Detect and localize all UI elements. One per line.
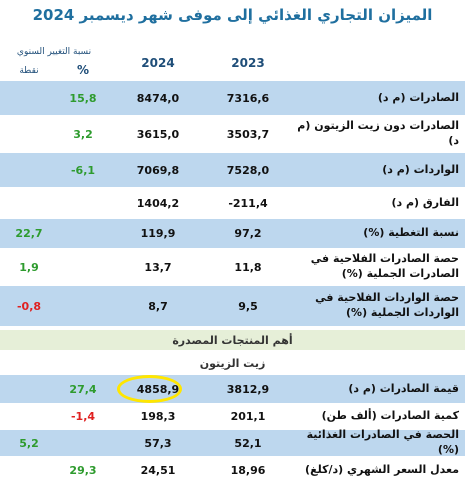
value-2023-cell: 201,1 bbox=[208, 405, 288, 428]
label-header bbox=[288, 45, 465, 81]
table-row: 29,3 24,51 18,96 معدل السعر الشهري (د/كلغ) bbox=[0, 458, 465, 482]
value-2024-cell: 57,3 bbox=[108, 430, 208, 456]
page-title: الميزان التجاري الغذائي إلى موفى شهر ديس… bbox=[32, 6, 433, 24]
value-2023-cell: 97,2 bbox=[208, 219, 288, 248]
change-header-cell bbox=[0, 45, 58, 81]
pct-change-cell: -6,1 bbox=[58, 153, 108, 187]
row-label: حصة الواردات الفلاحية في الواردات الجملي… bbox=[288, 286, 465, 326]
table-row: 3,2 3615,0 3503,7 الصادرات دون زيت الزيتون … bbox=[0, 117, 465, 151]
section-title: أهم المنتجات المصدرة bbox=[0, 330, 465, 350]
table-row: 5,2 57,3 52,1 الحصة في الصادرات الغذائية (%… bbox=[0, 428, 465, 456]
year-2024-header: 2024 bbox=[108, 45, 208, 81]
value-2024-cell: 8,7 bbox=[108, 286, 208, 326]
table-row: 15,8 8474,0 7316,6 الصادرات (م د) bbox=[0, 81, 465, 115]
value-2024-cell: 8474,0 bbox=[108, 81, 208, 115]
value-2023-cell: 9,5 bbox=[208, 286, 288, 326]
pct-change-cell bbox=[58, 430, 108, 456]
table-row: 27,4 4858,9 3812,9 قيمة الصادرات (م د) bbox=[0, 375, 465, 403]
row-label: الصادرات دون زيت الزيتون (م د) bbox=[288, 117, 465, 151]
row-label: الفارق (م د) bbox=[288, 189, 465, 217]
pct-change-cell: -1,4 bbox=[58, 405, 108, 428]
pct-change-cell: 29,3 bbox=[58, 458, 108, 482]
value-2024-cell: 7069,8 bbox=[108, 153, 208, 187]
row-label: الواردات (م د) bbox=[288, 153, 465, 187]
pct-header: % bbox=[58, 45, 108, 81]
sub-title: زيت الزيتون bbox=[0, 352, 465, 374]
value-2024-cell: 13,7 bbox=[108, 250, 208, 284]
point-change-cell bbox=[0, 189, 58, 217]
table-row: 1,9 13,7 11,8 حصة الصادرات الفلاحية في الصا… bbox=[0, 250, 465, 284]
value-2024-cell: 198,3 bbox=[108, 405, 208, 428]
value-2024-cell: 3615,0 bbox=[108, 117, 208, 151]
pct-change-cell: 15,8 bbox=[58, 81, 108, 115]
pct-change-cell bbox=[58, 189, 108, 217]
value-2023-cell: 52,1 bbox=[208, 430, 288, 456]
change-header: نسبة التغيير السنوي bbox=[16, 47, 92, 57]
point-change-cell: 1,9 bbox=[0, 250, 58, 284]
point-header: نقطة bbox=[19, 66, 39, 76]
table-row: -0,8 8,7 9,5 حصة الواردات الفلاحية في الوار… bbox=[0, 286, 465, 326]
row-label: الصادرات (م د) bbox=[288, 81, 465, 115]
row-label: الحصة في الصادرات الغذائية (%) bbox=[288, 428, 465, 456]
row-label: قيمة الصادرات (م د) bbox=[288, 375, 465, 403]
value-2023-cell: 11,8 bbox=[208, 250, 288, 284]
row-label: كمية الصادرات (ألف طن) bbox=[288, 405, 465, 428]
value-2023-cell: 3812,9 bbox=[208, 375, 288, 403]
value-2023-cell: 3503,7 bbox=[208, 117, 288, 151]
table-row: 22,7 119,9 97,2 نسبة التغطية (%) bbox=[0, 219, 465, 248]
pct-change-cell bbox=[58, 250, 108, 284]
table-header: % 2024 2023 bbox=[0, 45, 465, 81]
table-row: -1,4 198,3 201,1 كمية الصادرات (ألف طن) bbox=[0, 405, 465, 428]
point-change-cell bbox=[0, 117, 58, 151]
table-row: 1404,2 -211,4 الفارق (م د) bbox=[0, 189, 465, 217]
point-change-cell bbox=[0, 153, 58, 187]
point-change-cell: 22,7 bbox=[0, 219, 58, 248]
row-label: معدل السعر الشهري (د/كلغ) bbox=[288, 458, 465, 482]
pct-change-cell: 3,2 bbox=[58, 117, 108, 151]
value-2023-cell: 18,96 bbox=[208, 458, 288, 482]
point-change-cell bbox=[0, 405, 58, 428]
value-2024-cell: 119,9 bbox=[108, 219, 208, 248]
highlight-circle bbox=[117, 375, 182, 403]
point-change-cell bbox=[0, 458, 58, 482]
point-change-cell: -0,8 bbox=[0, 286, 58, 326]
table-row: -6,1 7069,8 7528,0 الواردات (م د) bbox=[0, 153, 465, 187]
value-2023-cell: -211,4 bbox=[208, 189, 288, 217]
pct-change-cell bbox=[58, 286, 108, 326]
row-label: نسبة التغطية (%) bbox=[288, 219, 465, 248]
point-change-cell bbox=[0, 81, 58, 115]
year-2023-header: 2023 bbox=[208, 45, 288, 81]
row-label: حصة الصادرات الفلاحية في الصادرات الجملي… bbox=[288, 250, 465, 284]
point-change-cell bbox=[0, 375, 58, 403]
value-2023-cell: 7316,6 bbox=[208, 81, 288, 115]
pct-change-cell: 27,4 bbox=[58, 375, 108, 403]
value-2024-cell: 24,51 bbox=[108, 458, 208, 482]
value-2023-cell: 7528,0 bbox=[208, 153, 288, 187]
pct-change-cell bbox=[58, 219, 108, 248]
value-2024-cell: 1404,2 bbox=[108, 189, 208, 217]
point-change-cell: 5,2 bbox=[0, 430, 58, 456]
